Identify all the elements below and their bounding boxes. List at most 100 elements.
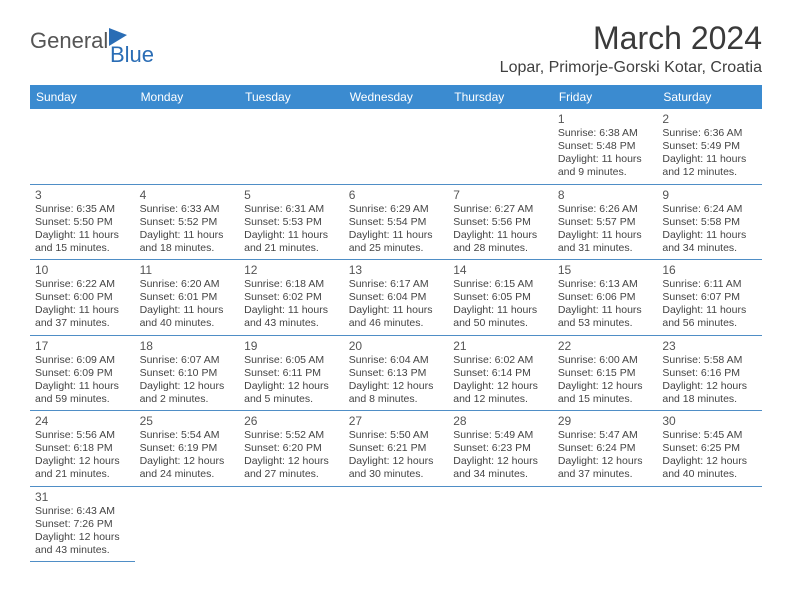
sunrise-line: Sunrise: 6:13 AM [558, 278, 653, 291]
day-number: 10 [35, 263, 130, 277]
page-title: March 2024 [500, 20, 762, 57]
calendar-row: 17Sunrise: 6:09 AMSunset: 6:09 PMDayligh… [30, 335, 762, 411]
daylight-line: Daylight: 11 hours and 46 minutes. [349, 304, 444, 330]
sunset-line: Sunset: 5:54 PM [349, 216, 444, 229]
sunset-line: Sunset: 6:15 PM [558, 367, 653, 380]
calendar-day-cell: 27Sunrise: 5:50 AMSunset: 6:21 PMDayligh… [344, 411, 449, 487]
weekday-header: Tuesday [239, 85, 344, 109]
sunset-line: Sunset: 6:01 PM [140, 291, 235, 304]
calendar-day-cell: 30Sunrise: 5:45 AMSunset: 6:25 PMDayligh… [657, 411, 762, 487]
day-number: 6 [349, 188, 444, 202]
sunrise-line: Sunrise: 5:45 AM [662, 429, 757, 442]
day-number: 13 [349, 263, 444, 277]
sunrise-line: Sunrise: 6:05 AM [244, 354, 339, 367]
day-number: 1 [558, 112, 653, 126]
sunrise-line: Sunrise: 5:56 AM [35, 429, 130, 442]
day-number: 31 [35, 490, 130, 504]
day-number: 18 [140, 339, 235, 353]
sunrise-line: Sunrise: 6:43 AM [35, 505, 130, 518]
daylight-line: Daylight: 11 hours and 50 minutes. [453, 304, 548, 330]
calendar-row: 1Sunrise: 6:38 AMSunset: 5:48 PMDaylight… [30, 109, 762, 184]
calendar-empty-cell [344, 109, 449, 184]
day-number: 21 [453, 339, 548, 353]
sunrise-line: Sunrise: 5:47 AM [558, 429, 653, 442]
daylight-line: Daylight: 12 hours and 2 minutes. [140, 380, 235, 406]
day-number: 20 [349, 339, 444, 353]
calendar-day-cell: 19Sunrise: 6:05 AMSunset: 6:11 PMDayligh… [239, 335, 344, 411]
sunrise-line: Sunrise: 6:18 AM [244, 278, 339, 291]
calendar-empty-cell [448, 109, 553, 184]
day-number: 27 [349, 414, 444, 428]
calendar-day-cell: 11Sunrise: 6:20 AMSunset: 6:01 PMDayligh… [135, 260, 240, 336]
day-number: 22 [558, 339, 653, 353]
sunset-line: Sunset: 5:48 PM [558, 140, 653, 153]
day-number: 26 [244, 414, 339, 428]
weekday-header: Wednesday [344, 85, 449, 109]
calendar-day-cell: 13Sunrise: 6:17 AMSunset: 6:04 PMDayligh… [344, 260, 449, 336]
day-number: 30 [662, 414, 757, 428]
sunset-line: Sunset: 5:57 PM [558, 216, 653, 229]
day-number: 19 [244, 339, 339, 353]
sunrise-line: Sunrise: 5:49 AM [453, 429, 548, 442]
daylight-line: Daylight: 11 hours and 12 minutes. [662, 153, 757, 179]
sunset-line: Sunset: 6:19 PM [140, 442, 235, 455]
sunrise-line: Sunrise: 6:26 AM [558, 203, 653, 216]
calendar-day-cell: 14Sunrise: 6:15 AMSunset: 6:05 PMDayligh… [448, 260, 553, 336]
day-number: 15 [558, 263, 653, 277]
sunset-line: Sunset: 6:14 PM [453, 367, 548, 380]
daylight-line: Daylight: 12 hours and 27 minutes. [244, 455, 339, 481]
daylight-line: Daylight: 11 hours and 15 minutes. [35, 229, 130, 255]
calendar-empty-cell [344, 486, 449, 562]
sunset-line: Sunset: 6:02 PM [244, 291, 339, 304]
day-number: 23 [662, 339, 757, 353]
daylight-line: Daylight: 12 hours and 8 minutes. [349, 380, 444, 406]
sunset-line: Sunset: 5:49 PM [662, 140, 757, 153]
calendar-day-cell: 10Sunrise: 6:22 AMSunset: 6:00 PMDayligh… [30, 260, 135, 336]
location-subtitle: Lopar, Primorje-Gorski Kotar, Croatia [500, 59, 762, 77]
daylight-line: Daylight: 11 hours and 40 minutes. [140, 304, 235, 330]
day-number: 2 [662, 112, 757, 126]
calendar-header-row: SundayMondayTuesdayWednesdayThursdayFrid… [30, 85, 762, 109]
sunset-line: Sunset: 6:20 PM [244, 442, 339, 455]
day-number: 11 [140, 263, 235, 277]
sunset-line: Sunset: 6:13 PM [349, 367, 444, 380]
sunrise-line: Sunrise: 6:22 AM [35, 278, 130, 291]
title-block: March 2024 Lopar, Primorje-Gorski Kotar,… [500, 20, 762, 77]
sunrise-line: Sunrise: 6:27 AM [453, 203, 548, 216]
sunset-line: Sunset: 6:09 PM [35, 367, 130, 380]
calendar-page: General March 2024 Lopar, Primorje-Gorsk… [0, 0, 792, 582]
sunrise-line: Sunrise: 6:36 AM [662, 127, 757, 140]
sunrise-line: Sunrise: 6:31 AM [244, 203, 339, 216]
sunset-line: Sunset: 5:52 PM [140, 216, 235, 229]
calendar-day-cell: 25Sunrise: 5:54 AMSunset: 6:19 PMDayligh… [135, 411, 240, 487]
daylight-line: Daylight: 11 hours and 37 minutes. [35, 304, 130, 330]
calendar-day-cell: 15Sunrise: 6:13 AMSunset: 6:06 PMDayligh… [553, 260, 658, 336]
sunset-line: Sunset: 6:00 PM [35, 291, 130, 304]
logo-text-blue: Blue [110, 42, 154, 68]
calendar-empty-cell [135, 486, 240, 562]
day-number: 9 [662, 188, 757, 202]
calendar-day-cell: 23Sunrise: 5:58 AMSunset: 6:16 PMDayligh… [657, 335, 762, 411]
daylight-line: Daylight: 11 hours and 56 minutes. [662, 304, 757, 330]
sunrise-line: Sunrise: 6:24 AM [662, 203, 757, 216]
calendar-day-cell: 7Sunrise: 6:27 AMSunset: 5:56 PMDaylight… [448, 184, 553, 260]
daylight-line: Daylight: 11 hours and 9 minutes. [558, 153, 653, 179]
sunrise-line: Sunrise: 6:20 AM [140, 278, 235, 291]
daylight-line: Daylight: 12 hours and 15 minutes. [558, 380, 653, 406]
calendar-row: 3Sunrise: 6:35 AMSunset: 5:50 PMDaylight… [30, 184, 762, 260]
sunset-line: Sunset: 6:11 PM [244, 367, 339, 380]
calendar-day-cell: 31Sunrise: 6:43 AMSunset: 7:26 PMDayligh… [30, 486, 135, 562]
daylight-line: Daylight: 12 hours and 24 minutes. [140, 455, 235, 481]
calendar-day-cell: 1Sunrise: 6:38 AMSunset: 5:48 PMDaylight… [553, 109, 658, 184]
calendar-day-cell: 24Sunrise: 5:56 AMSunset: 6:18 PMDayligh… [30, 411, 135, 487]
weekday-header: Monday [135, 85, 240, 109]
sunrise-line: Sunrise: 6:17 AM [349, 278, 444, 291]
calendar-day-cell: 17Sunrise: 6:09 AMSunset: 6:09 PMDayligh… [30, 335, 135, 411]
sunrise-line: Sunrise: 5:58 AM [662, 354, 757, 367]
weekday-header: Thursday [448, 85, 553, 109]
day-number: 4 [140, 188, 235, 202]
sunrise-line: Sunrise: 6:29 AM [349, 203, 444, 216]
calendar-day-cell: 18Sunrise: 6:07 AMSunset: 6:10 PMDayligh… [135, 335, 240, 411]
logo-text-general: General [30, 28, 108, 54]
sunrise-line: Sunrise: 6:00 AM [558, 354, 653, 367]
